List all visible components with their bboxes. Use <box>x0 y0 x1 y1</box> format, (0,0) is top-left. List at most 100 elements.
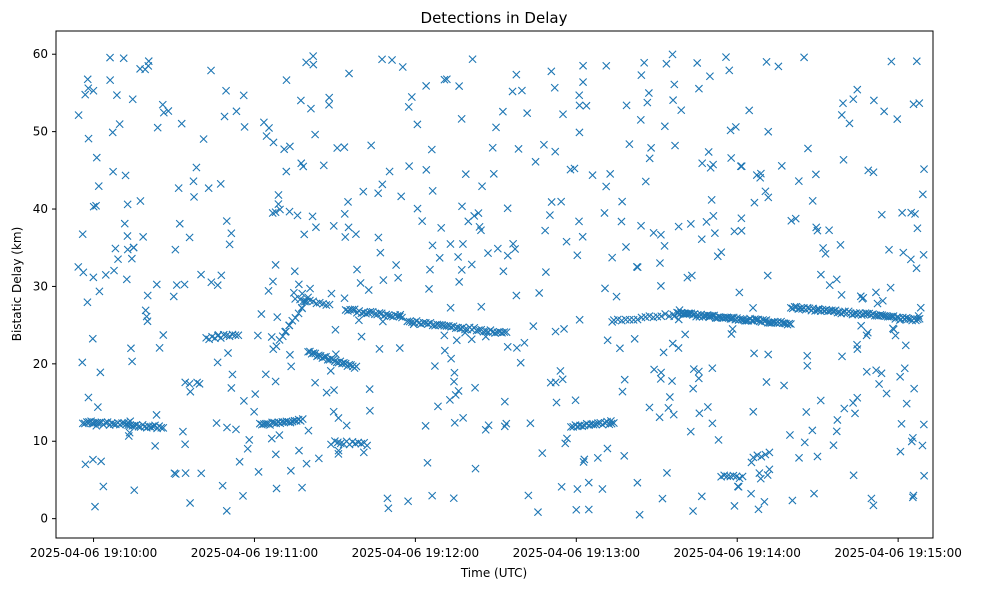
data-point <box>74 111 83 120</box>
data-point <box>327 440 335 449</box>
data-point <box>461 325 470 334</box>
data-point <box>234 331 243 340</box>
data-point <box>655 413 664 422</box>
data-point <box>851 409 859 418</box>
data-point <box>762 378 771 387</box>
data-point <box>503 204 512 213</box>
data-point <box>584 478 593 487</box>
data-point <box>78 230 87 239</box>
data-point <box>864 166 873 175</box>
data-point <box>223 423 231 432</box>
data-point <box>271 377 280 386</box>
data-point <box>785 319 794 328</box>
data-point <box>306 284 315 293</box>
x-tick-label: 2025-04-06 19:11:00 <box>191 546 318 560</box>
data-point <box>625 315 634 324</box>
x-tick-label: 2025-04-06 19:14:00 <box>673 546 800 560</box>
data-point <box>99 482 108 491</box>
data-point <box>458 240 467 248</box>
data-point <box>245 435 254 444</box>
data-point <box>757 452 766 461</box>
data-point <box>708 419 717 428</box>
data-point <box>873 299 882 308</box>
data-point <box>683 273 692 282</box>
data-point <box>340 294 349 303</box>
data-point <box>329 407 338 416</box>
data-point <box>181 378 190 387</box>
data-point <box>600 418 609 427</box>
data-point <box>341 232 350 241</box>
x-tick-label: 2025-04-06 19:10:00 <box>30 546 157 560</box>
data-point <box>81 460 90 469</box>
data-point <box>572 505 581 514</box>
data-point <box>580 455 589 464</box>
data-point <box>808 426 817 435</box>
data-point <box>887 57 896 66</box>
data-point <box>177 119 186 128</box>
data-point <box>294 280 303 289</box>
data-point <box>539 140 548 149</box>
data-point <box>500 328 509 337</box>
data-point <box>125 428 134 437</box>
data-point <box>259 118 268 127</box>
data-point <box>512 70 521 79</box>
data-point <box>461 328 470 337</box>
data-point <box>363 441 372 450</box>
data-point <box>760 497 769 506</box>
data-point <box>92 201 101 210</box>
data-point <box>334 449 343 458</box>
data-point <box>832 427 841 436</box>
data-point <box>761 450 770 459</box>
data-point <box>575 91 584 100</box>
data-point <box>897 419 906 428</box>
data-point <box>582 101 591 110</box>
data-point <box>839 155 848 164</box>
data-point <box>120 219 129 228</box>
data-point <box>447 322 456 331</box>
data-point <box>238 491 247 500</box>
data-point <box>656 281 665 290</box>
data-points <box>74 50 929 519</box>
data-point <box>516 358 525 367</box>
data-point <box>808 196 817 205</box>
data-point <box>547 67 556 76</box>
data-point <box>503 342 512 351</box>
data-point <box>213 358 222 367</box>
data-point <box>152 410 161 419</box>
data-point <box>144 57 153 66</box>
data-point <box>451 390 460 399</box>
data-point <box>445 395 454 404</box>
x-tick-label: 2025-04-06 19:15:00 <box>834 546 961 560</box>
data-point <box>291 294 300 303</box>
data-point <box>404 497 413 506</box>
data-point <box>684 309 692 318</box>
data-point <box>271 450 280 459</box>
data-point <box>271 208 280 217</box>
data-point <box>231 425 240 434</box>
data-point <box>727 154 736 163</box>
data-point <box>825 281 834 290</box>
data-point <box>575 101 584 110</box>
data-point <box>84 393 93 402</box>
data-point <box>694 367 703 376</box>
data-point <box>702 217 711 226</box>
data-point <box>533 508 542 517</box>
data-point <box>727 329 736 338</box>
data-point <box>853 393 862 402</box>
data-point <box>126 344 135 353</box>
data-point <box>311 223 320 232</box>
data-point <box>178 427 187 436</box>
data-point <box>557 482 566 491</box>
data-point <box>788 496 797 505</box>
data-point <box>442 75 451 84</box>
data-point <box>916 303 925 312</box>
data-point <box>344 223 353 232</box>
x-axis: 2025-04-06 19:10:00 2025-04-06 19:11:00 20… <box>30 538 962 560</box>
data-point <box>169 292 178 301</box>
data-point <box>207 278 216 287</box>
data-point <box>664 403 673 412</box>
data-point <box>731 122 740 131</box>
data-point <box>409 320 418 329</box>
data-point <box>562 237 571 246</box>
data-point <box>171 470 180 479</box>
